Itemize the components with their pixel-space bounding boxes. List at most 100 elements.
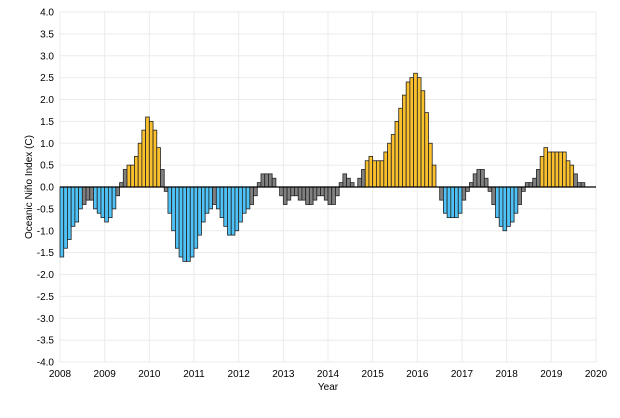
bar-neutral — [339, 183, 343, 187]
y-tick-label: -1.5 — [37, 248, 55, 259]
bar-neutral — [82, 187, 86, 205]
x-tick-label: 2012 — [228, 369, 251, 380]
bar-la-nina — [64, 187, 68, 248]
bar-neutral — [306, 187, 310, 205]
bar-el-nino — [391, 135, 395, 188]
bar-neutral — [466, 187, 470, 191]
bar-el-nino — [142, 130, 146, 187]
bar-el-nino — [395, 121, 399, 187]
y-tick-label: 1.5 — [40, 117, 54, 128]
bar-la-nina — [198, 187, 202, 235]
bar-neutral — [529, 183, 533, 187]
bar-el-nino — [365, 161, 369, 187]
bar-el-nino — [414, 73, 418, 187]
bar-el-nino — [563, 152, 567, 187]
bar-la-nina — [60, 187, 64, 257]
bar-neutral — [272, 178, 276, 187]
bar-la-nina — [201, 187, 205, 222]
bar-neutral — [295, 187, 299, 196]
bar-el-nino — [432, 165, 436, 187]
y-tick-label: -2.5 — [37, 292, 55, 303]
bar-la-nina — [71, 187, 75, 226]
bar-neutral — [350, 183, 354, 187]
bar-la-nina — [507, 187, 511, 226]
bar-neutral — [335, 187, 339, 196]
bar-neutral — [324, 187, 328, 200]
y-tick-label: 2.0 — [40, 95, 54, 106]
x-tick-label: 2015 — [362, 369, 385, 380]
y-tick-label: 4.0 — [40, 8, 54, 19]
bar-neutral — [268, 174, 272, 187]
bar-la-nina — [194, 187, 198, 248]
bar-neutral — [522, 187, 526, 191]
y-tick-label: 3.0 — [40, 51, 54, 62]
bar-neutral — [328, 187, 332, 205]
x-tick-label: 2013 — [272, 369, 295, 380]
bar-la-nina — [228, 187, 232, 235]
y-tick-label: -3.0 — [37, 314, 55, 325]
bar-la-nina — [242, 187, 246, 213]
bar-neutral — [86, 187, 90, 200]
y-tick-label: -1.0 — [37, 226, 55, 237]
bar-neutral — [120, 183, 124, 187]
bar-el-nino — [421, 91, 425, 187]
bar-el-nino — [555, 152, 559, 187]
bar-neutral — [302, 187, 306, 200]
bar-neutral — [309, 187, 313, 205]
bar-neutral — [488, 187, 492, 191]
bar-la-nina — [514, 187, 518, 213]
bar-el-nino — [540, 156, 544, 187]
bar-el-nino — [406, 82, 410, 187]
bar-neutral — [332, 187, 336, 205]
bar-el-nino — [127, 165, 131, 187]
x-tick-label: 2019 — [540, 369, 563, 380]
bars — [60, 73, 585, 261]
y-tick-label: 0.5 — [40, 161, 54, 172]
bar-la-nina — [168, 187, 172, 213]
bar-la-nina — [458, 187, 462, 213]
bar-la-nina — [183, 187, 187, 261]
bar-neutral — [358, 178, 362, 187]
bar-neutral — [492, 187, 496, 205]
bar-la-nina — [451, 187, 455, 218]
y-tick-label: 2.5 — [40, 73, 54, 84]
bar-neutral — [518, 187, 522, 205]
bar-el-nino — [570, 165, 574, 187]
y-tick-label: -3.5 — [37, 336, 55, 347]
bar-neutral — [343, 174, 347, 187]
bar-la-nina — [220, 187, 224, 218]
bar-el-nino — [402, 95, 406, 187]
bar-la-nina — [209, 187, 213, 209]
bar-la-nina — [94, 187, 98, 209]
y-tick-label: -2.0 — [37, 270, 55, 281]
x-tick-label: 2018 — [496, 369, 519, 380]
bar-la-nina — [67, 187, 71, 240]
bar-la-nina — [108, 187, 112, 218]
y-tick-label: 1.0 — [40, 139, 54, 150]
bar-neutral — [477, 170, 481, 188]
bar-el-nino — [149, 121, 153, 187]
x-tick-label: 2011 — [183, 369, 205, 380]
y-tick-label: 3.5 — [40, 29, 54, 40]
bar-neutral — [362, 170, 366, 188]
bar-neutral — [257, 183, 261, 187]
bar-el-nino — [153, 130, 157, 187]
bar-la-nina — [105, 187, 109, 222]
bar-el-nino — [417, 78, 421, 187]
bar-neutral — [347, 178, 351, 187]
bar-el-nino — [384, 152, 388, 187]
bar-la-nina — [503, 187, 507, 231]
bar-la-nina — [187, 187, 191, 261]
x-tick-label: 2008 — [49, 369, 72, 380]
bar-neutral — [123, 170, 127, 188]
bar-la-nina — [239, 187, 243, 222]
x-tick-label: 2014 — [317, 369, 340, 380]
bar-el-nino — [380, 161, 384, 187]
bar-neutral — [298, 187, 302, 200]
bar-el-nino — [566, 161, 570, 187]
bar-neutral — [287, 187, 291, 200]
bar-neutral — [213, 187, 217, 205]
bar-la-nina — [179, 187, 183, 257]
